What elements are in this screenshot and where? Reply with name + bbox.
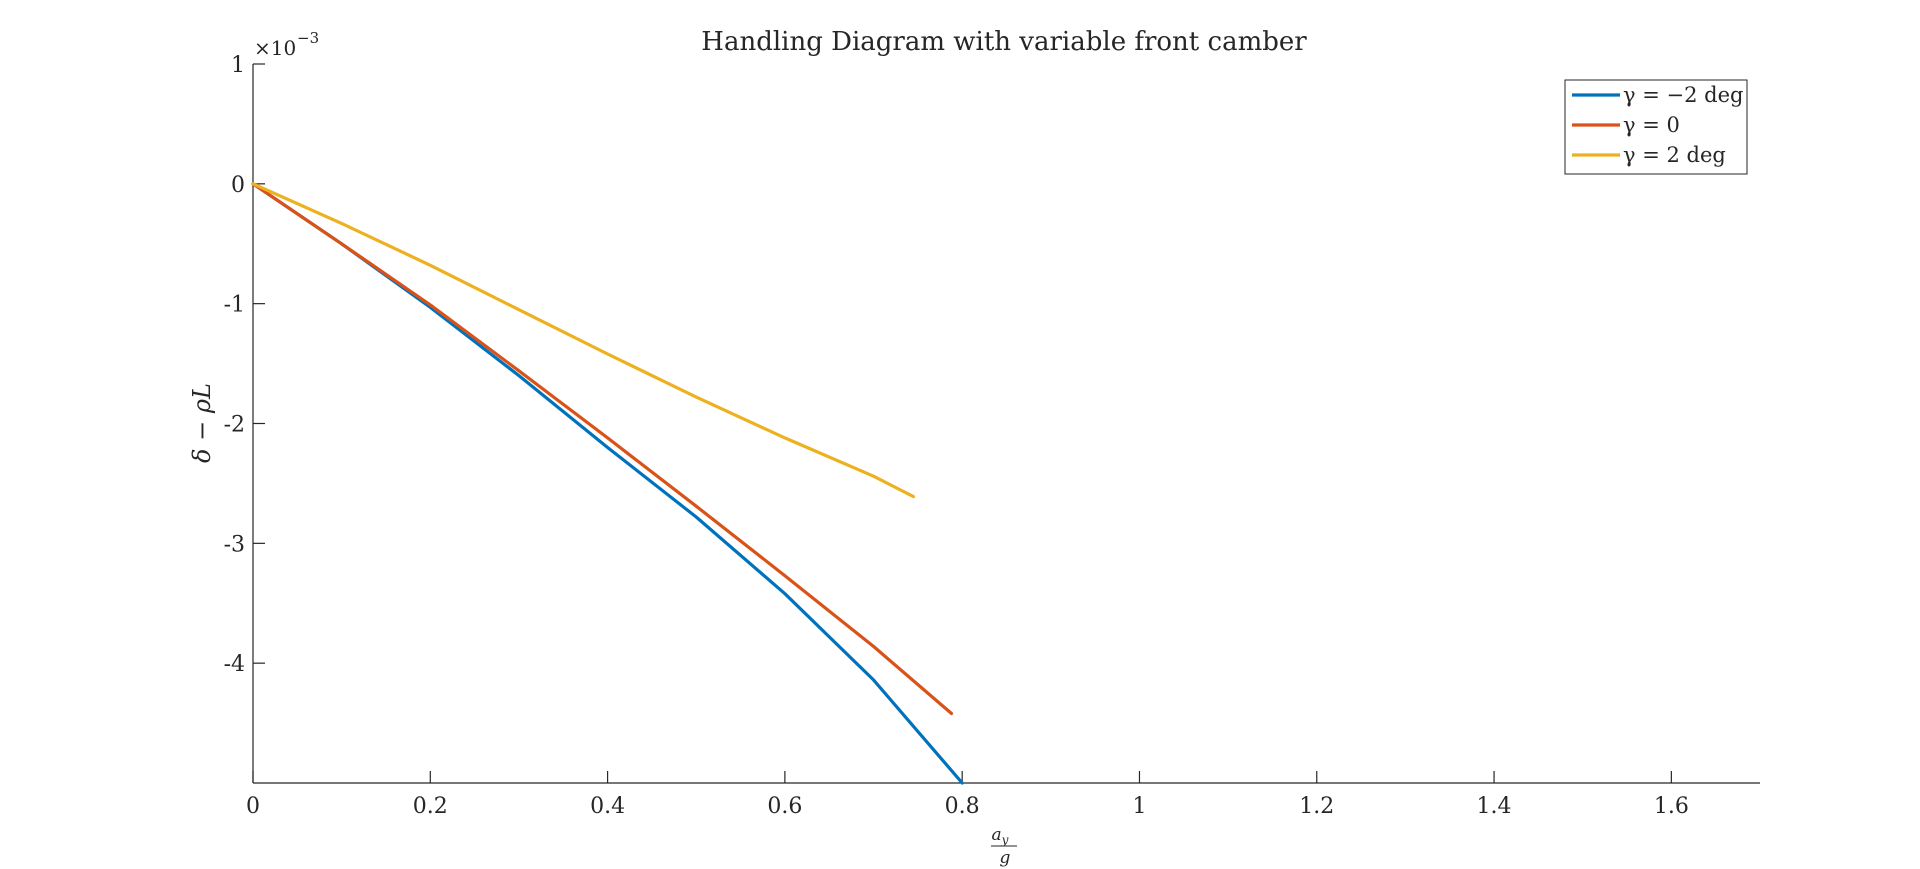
y-tick-label: 0: [231, 173, 245, 198]
series-group: [251, 182, 964, 785]
x-tick-label: 1.4: [1477, 794, 1512, 819]
x-tick-label: 0.6: [767, 794, 802, 819]
y-tick-group: 1 0 -1 -2 -3 -4: [224, 53, 265, 677]
x-axis-label: ay g: [991, 825, 1017, 868]
y-tick-label: -4: [224, 652, 245, 677]
y-exponent-label: ×10 −3: [254, 29, 319, 60]
x-axis-label-denominator: g: [1000, 848, 1011, 868]
y-exponent-base: ×10: [254, 36, 296, 60]
legend-items: γ = −2 deg γ = 0 γ = 2 deg: [1572, 83, 1743, 167]
y-tick-label: -1: [224, 293, 245, 318]
x-tick-label: 0.4: [590, 794, 625, 819]
y-tick-label: -2: [224, 413, 245, 438]
legend: γ = −2 deg γ = 0 γ = 2 deg: [1564, 79, 1748, 175]
legend-label-0: γ = −2 deg: [1623, 83, 1743, 107]
chart-title: Handling Diagram with variable front cam…: [701, 27, 1307, 57]
x-tick-label: 0.8: [945, 794, 980, 819]
y-exponent-power: −3: [297, 29, 319, 47]
x-tick-group: 0 0.2 0.4 0.6 0.8 1 1.2 1.4 1.6: [246, 771, 1689, 819]
y-tick-label: -3: [224, 532, 245, 557]
x-tick-label: 1.2: [1299, 794, 1334, 819]
y-axis-label: δ − ρL: [188, 383, 216, 463]
series-line-2: [251, 182, 916, 499]
legend-label-1: γ = 0: [1623, 113, 1680, 137]
x-axis-label-numerator-base: a: [992, 825, 1002, 845]
x-axis-label-numerator: ay: [992, 825, 1009, 847]
x-tick-label: 1.6: [1654, 794, 1689, 819]
y-tick-label: 1: [231, 53, 245, 78]
legend-label-2: γ = 2 deg: [1623, 143, 1726, 167]
x-tick-label: 0.2: [413, 794, 448, 819]
x-axis-label-numerator-sub: y: [1001, 833, 1009, 847]
x-tick-label: 0: [246, 794, 260, 819]
x-tick-label: 1: [1132, 794, 1146, 819]
series-line-1: [251, 182, 954, 716]
